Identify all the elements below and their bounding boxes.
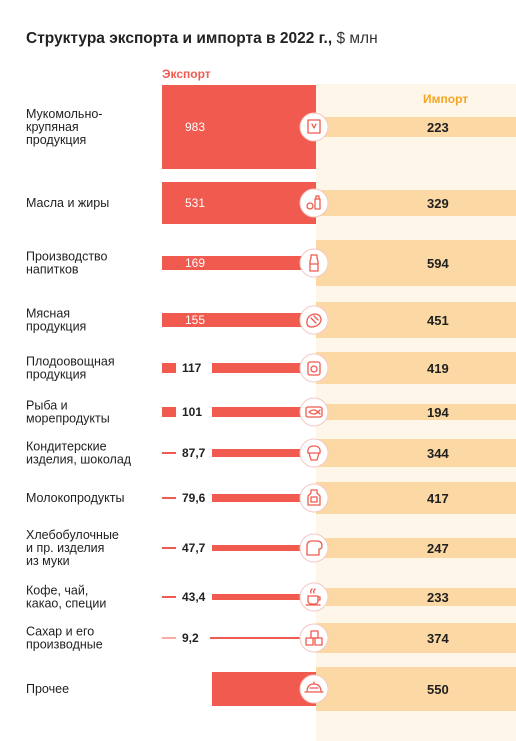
export-bar-10 [212,594,316,600]
import-bar-6 [316,404,516,420]
beverage-bottle-icon [299,248,329,278]
milk-can-icon [299,483,329,513]
category-label-7: Кондитерские изделия, шоколад [26,440,132,467]
import-value-3: 594 [427,256,449,271]
export-value-10: 43,4 [182,590,206,604]
import-bar-8 [316,482,516,514]
chart-unit: $ млн [336,30,378,47]
export-bar-9 [212,545,316,551]
export-value-5: 117 [182,361,202,375]
import-bar-4 [316,302,516,338]
export-bar-6 [212,407,316,417]
export-value-8: 79,6 [182,491,206,505]
import-value-2: 329 [427,196,449,211]
category-label-3: Производство напитков [26,250,108,277]
coffee-cup-icon [299,582,329,612]
export-bar-5 [212,363,316,373]
export-bar-stub-5 [162,363,176,373]
chart-title: Структура экспорта и импорта в 2022 г., … [26,30,378,48]
import-bar-1 [316,117,516,137]
export-value-12: 310 [185,682,205,696]
sausage-icon [299,305,329,335]
category-label-1: Мукомольно-крупяная продукция [26,107,102,147]
import-value-10: 233 [427,590,449,605]
fish-can-icon [299,397,329,427]
category-label-4: Мясная продукция [26,307,86,334]
category-label-6: Рыба и морепродукты [26,399,110,426]
category-label-2: Масла и жиры [26,196,109,210]
flour-bag-icon [299,112,329,142]
import-bar-9 [316,538,516,558]
sugar-cubes-icon [299,623,329,653]
import-value-4: 451 [427,313,449,328]
import-value-8: 417 [427,491,449,506]
export-value-1: 983 [185,120,205,134]
import-bar-5 [316,352,516,384]
export-bar-stub-6 [162,407,176,417]
export-value-11: 9,2 [182,631,199,645]
category-label-11: Сахар и его производные [26,625,103,652]
export-value-3: 169 [185,256,205,270]
export-bar-8 [212,494,316,502]
import-value-7: 344 [427,446,449,461]
canned-fruit-icon [299,353,329,383]
export-bar-stub-11 [162,637,176,639]
category-label-8: Молокопродукты [26,491,124,505]
oil-bottle-icon [299,188,329,218]
legend-import: Импорт [423,92,469,106]
export-bar-7 [212,449,316,457]
chart-title-text: Структура экспорта и импорта в 2022 г., [26,30,333,47]
dish-icon [299,674,329,704]
bread-icon [299,533,329,563]
export-value-2: 531 [185,196,205,210]
import-value-6: 194 [427,405,449,420]
import-bar-7 [316,439,516,467]
import-value-9: 247 [427,541,449,556]
legend-export: Экспорт [162,67,211,81]
export-bar-stub-8 [162,497,176,499]
export-bar-12 [212,672,316,706]
import-bar-3 [316,240,516,286]
export-bar-stub-10 [162,596,176,598]
export-bar-2 [162,182,316,224]
import-bar-12 [316,667,516,711]
export-bar-stub-7 [162,452,176,454]
category-label-12: Прочее [26,682,69,696]
import-value-12: 550 [427,682,449,697]
category-label-9: Хлебобулочные и пр. изделия из муки [26,528,119,568]
category-label-5: Плодоовощная продукция [26,355,115,382]
import-value-5: 419 [427,361,449,376]
category-label-10: Кофе, чай, какао, специи [26,584,106,611]
import-value-11: 374 [427,631,449,646]
export-bar-stub-9 [162,547,176,549]
export-bar-3 [162,256,316,270]
import-bar-10 [316,588,516,606]
export-value-9: 47,7 [182,541,206,555]
import-bar-11 [316,623,516,653]
export-bar-11 [210,637,316,639]
export-value-4: 155 [185,313,205,327]
import-value-1: 223 [427,120,449,135]
export-value-6: 101 [182,405,202,419]
cupcake-icon [299,438,329,468]
export-bar-1 [162,85,316,169]
export-bar-4 [162,313,316,327]
export-value-7: 87,7 [182,446,206,460]
import-bar-2 [316,190,516,216]
